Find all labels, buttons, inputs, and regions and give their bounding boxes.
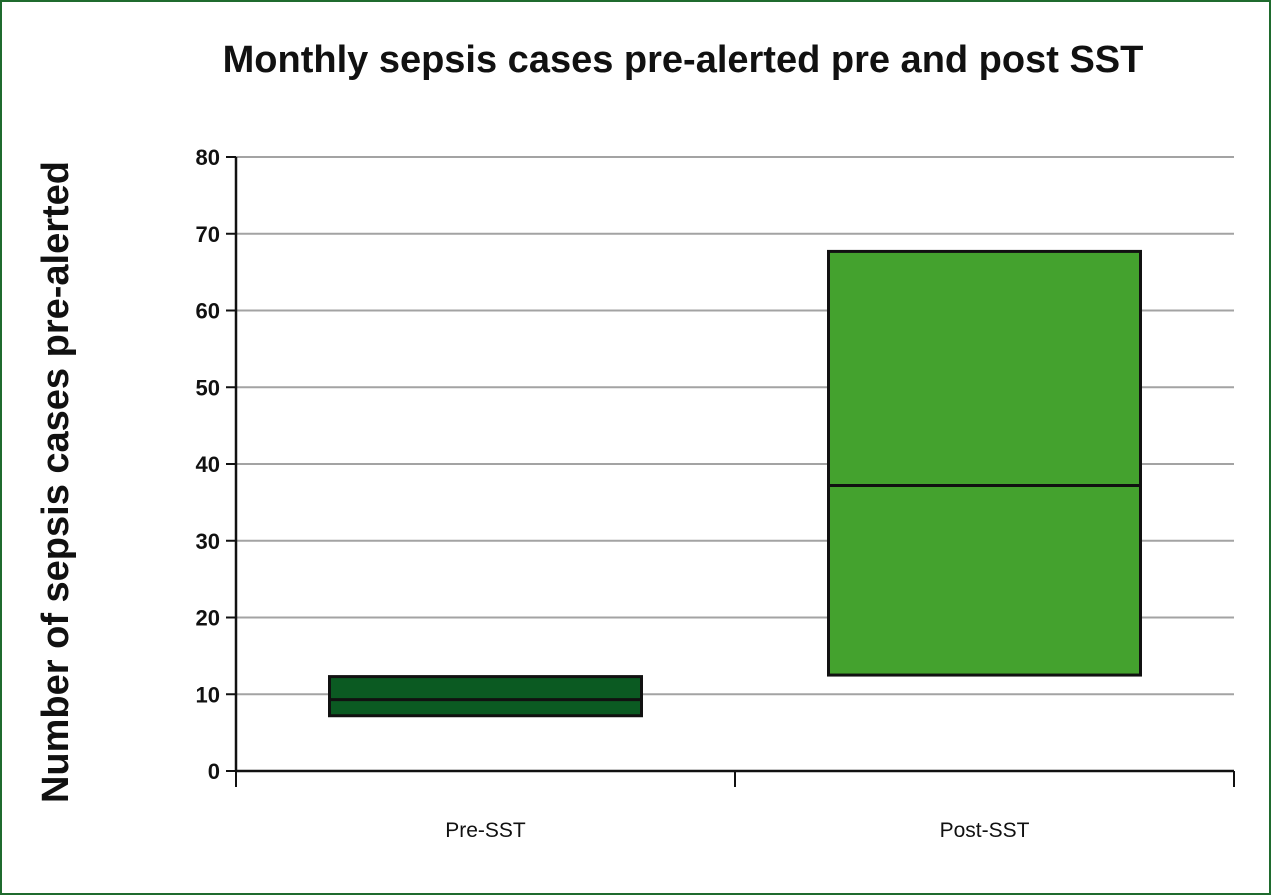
- y-tick-labels: 0 10 20 30 40 50 60 70 80: [196, 145, 220, 784]
- box-pre-sst: [328, 675, 643, 718]
- box-post-sst: [827, 249, 1142, 677]
- boxes: [328, 249, 1142, 718]
- chart-title: Monthly sepsis cases pre-alerted pre and…: [223, 39, 1144, 81]
- y-tick-label: 40: [196, 452, 220, 477]
- y-tick-label: 30: [196, 529, 220, 554]
- y-tick-label: 10: [196, 682, 220, 707]
- y-tick-label: 0: [208, 759, 220, 784]
- x-tick-label-post-sst: Post-SST: [940, 819, 1030, 842]
- x-tick-label-pre-sst: Pre-SST: [445, 819, 526, 842]
- y-axis-label: Number of sepsis cases pre-alerted: [35, 161, 77, 803]
- y-tick-label: 80: [196, 145, 220, 170]
- y-tick-label: 50: [196, 375, 220, 400]
- axes: [226, 156, 1235, 787]
- y-tick-label: 70: [196, 222, 220, 247]
- y-tick-label: 60: [196, 299, 220, 324]
- x-tick-labels: Pre-SST Post-SST: [445, 819, 1029, 842]
- y-tick-label: 20: [196, 606, 220, 631]
